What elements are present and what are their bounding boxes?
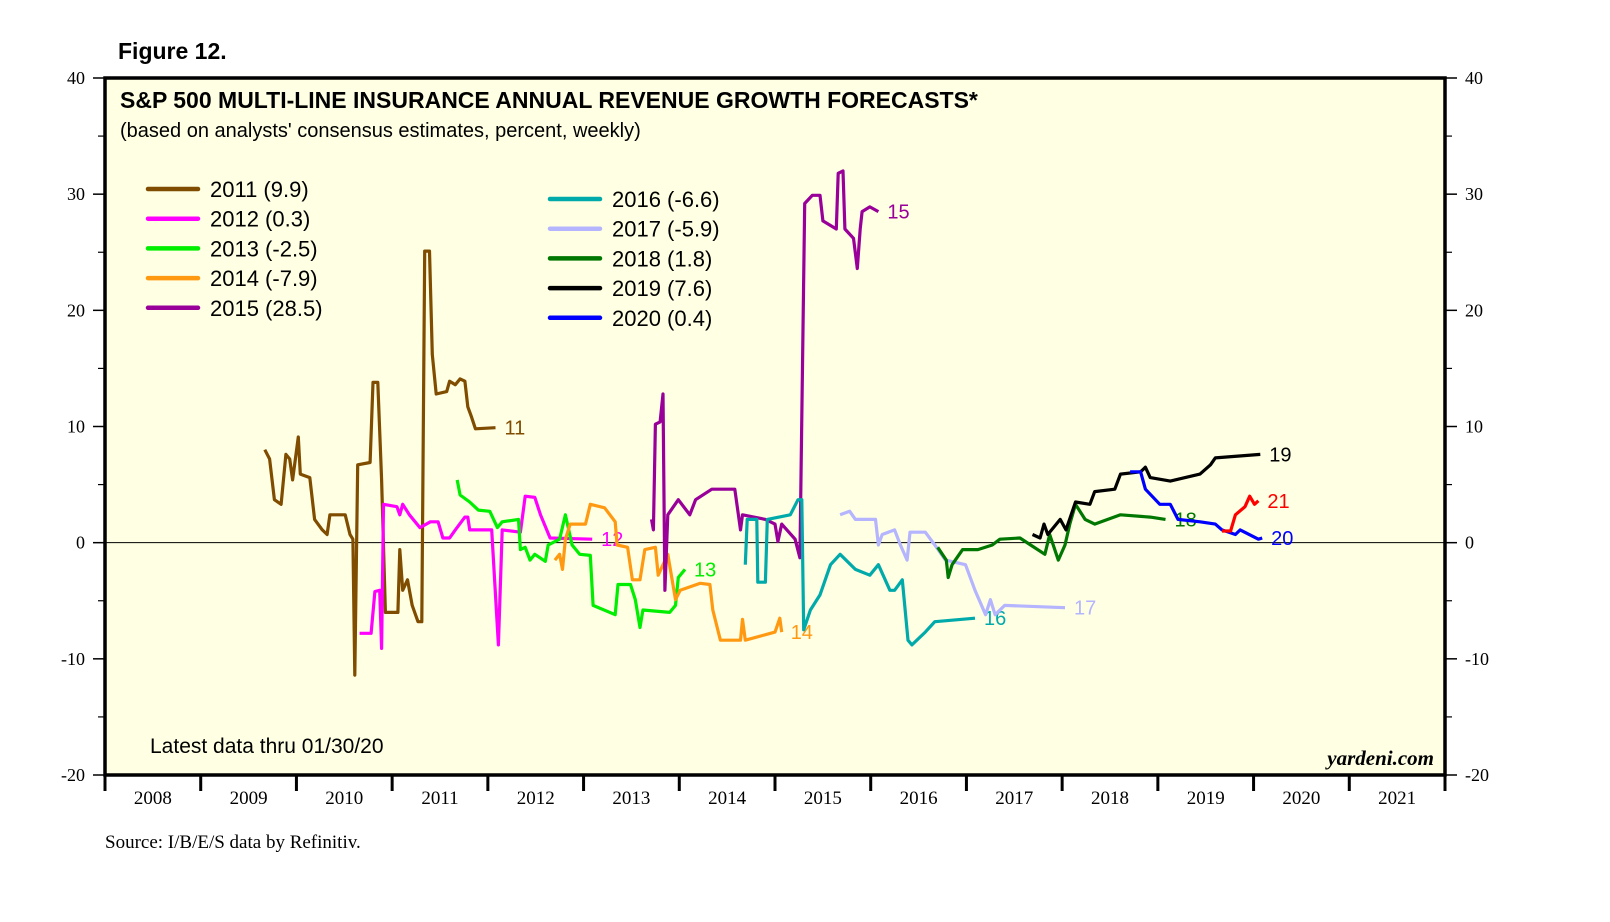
y-tick-label-right: 10 xyxy=(1465,417,1483,437)
y-tick-label-right: -10 xyxy=(1465,649,1489,669)
x-tick-label: 2014 xyxy=(708,788,747,809)
series-end-label: 12 xyxy=(601,529,623,551)
legend-label: 2017 (-5.9) xyxy=(612,217,720,242)
x-tick-label: 2015 xyxy=(804,788,842,809)
series-end-label: 17 xyxy=(1074,598,1096,620)
legend-label: 2011 (9.9) xyxy=(210,177,309,202)
x-tick-label: 2016 xyxy=(900,788,938,809)
x-tick-label: 2018 xyxy=(1091,788,1129,809)
series-end-label: 14 xyxy=(791,622,813,644)
figure-label: Figure 12. xyxy=(118,38,227,64)
y-tick-label-left: -10 xyxy=(61,649,85,669)
series-line-13 xyxy=(455,479,687,630)
series-line-11 xyxy=(263,249,496,677)
legend-label: 2012 (0.3) xyxy=(210,207,310,232)
series-end-label: 20 xyxy=(1271,528,1293,550)
legend-label: 2014 (-7.9) xyxy=(210,266,318,291)
series-line-12 xyxy=(359,494,593,650)
plot-frame xyxy=(103,76,1447,777)
x-tick-label: 2009 xyxy=(230,788,268,809)
legend-label: 2020 (0.4) xyxy=(612,306,712,331)
x-tick-label: 2010 xyxy=(325,788,363,809)
series-end-label: 16 xyxy=(984,608,1006,630)
y-tick-label-right: 30 xyxy=(1465,184,1483,204)
series-line-21 xyxy=(1222,494,1260,533)
x-tick-label: 2021 xyxy=(1378,788,1416,809)
y-tick-label-left: 0 xyxy=(76,533,85,553)
legend-label: 2015 (28.5) xyxy=(210,296,323,321)
legend-label: 2016 (-6.6) xyxy=(612,187,720,212)
series-line-16 xyxy=(743,498,976,647)
series-end-label: 15 xyxy=(887,202,909,224)
x-tick-label: 2012 xyxy=(517,788,555,809)
y-tick-label-left: -20 xyxy=(61,765,85,785)
series-line-19 xyxy=(1031,452,1261,540)
chart-title: S&P 500 MULTI-LINE INSURANCE ANNUAL REVE… xyxy=(120,87,978,113)
y-tick-label-left: 20 xyxy=(67,300,85,320)
x-tick-label: 2008 xyxy=(134,788,172,809)
series-line-14 xyxy=(553,502,784,642)
series-end-label: 21 xyxy=(1267,491,1289,513)
y-tick-label-right: -20 xyxy=(1465,765,1489,785)
y-tick-label-right: 0 xyxy=(1465,533,1474,553)
source-note: Source: I/B/E/S data by Refinitiv. xyxy=(105,832,361,853)
series-line-18 xyxy=(936,502,1166,580)
series-end-label: 13 xyxy=(694,559,716,581)
y-tick-label-right: 40 xyxy=(1465,68,1483,88)
y-tick-label-left: 10 xyxy=(67,417,85,437)
x-tick-label: 2011 xyxy=(421,788,458,809)
latest-data-note: Latest data thru 01/30/20 xyxy=(150,735,384,758)
legend-label: 2013 (-2.5) xyxy=(210,236,318,261)
series-end-label: 11 xyxy=(505,418,526,440)
series-line-20 xyxy=(1130,470,1263,541)
x-tick-label: 2013 xyxy=(612,788,650,809)
series-end-label: 19 xyxy=(1269,444,1291,466)
legend-label: 2018 (1.8) xyxy=(612,246,712,271)
legend-label: 2019 (7.6) xyxy=(612,276,712,301)
plot-background xyxy=(105,78,1445,775)
series-line-17 xyxy=(839,509,1066,617)
y-tick-label-right: 20 xyxy=(1465,300,1483,320)
chart-subtitle: (based on analysts' consensus estimates,… xyxy=(120,120,641,142)
x-tick-label: 2019 xyxy=(1187,788,1225,809)
x-tick-label: 2017 xyxy=(995,788,1033,809)
watermark: yardeni.com xyxy=(1324,746,1434,770)
y-tick-label-left: 30 xyxy=(67,184,85,204)
x-tick-label: 2020 xyxy=(1282,788,1320,809)
y-tick-label-left: 40 xyxy=(67,68,85,88)
series-line-15 xyxy=(649,169,880,592)
